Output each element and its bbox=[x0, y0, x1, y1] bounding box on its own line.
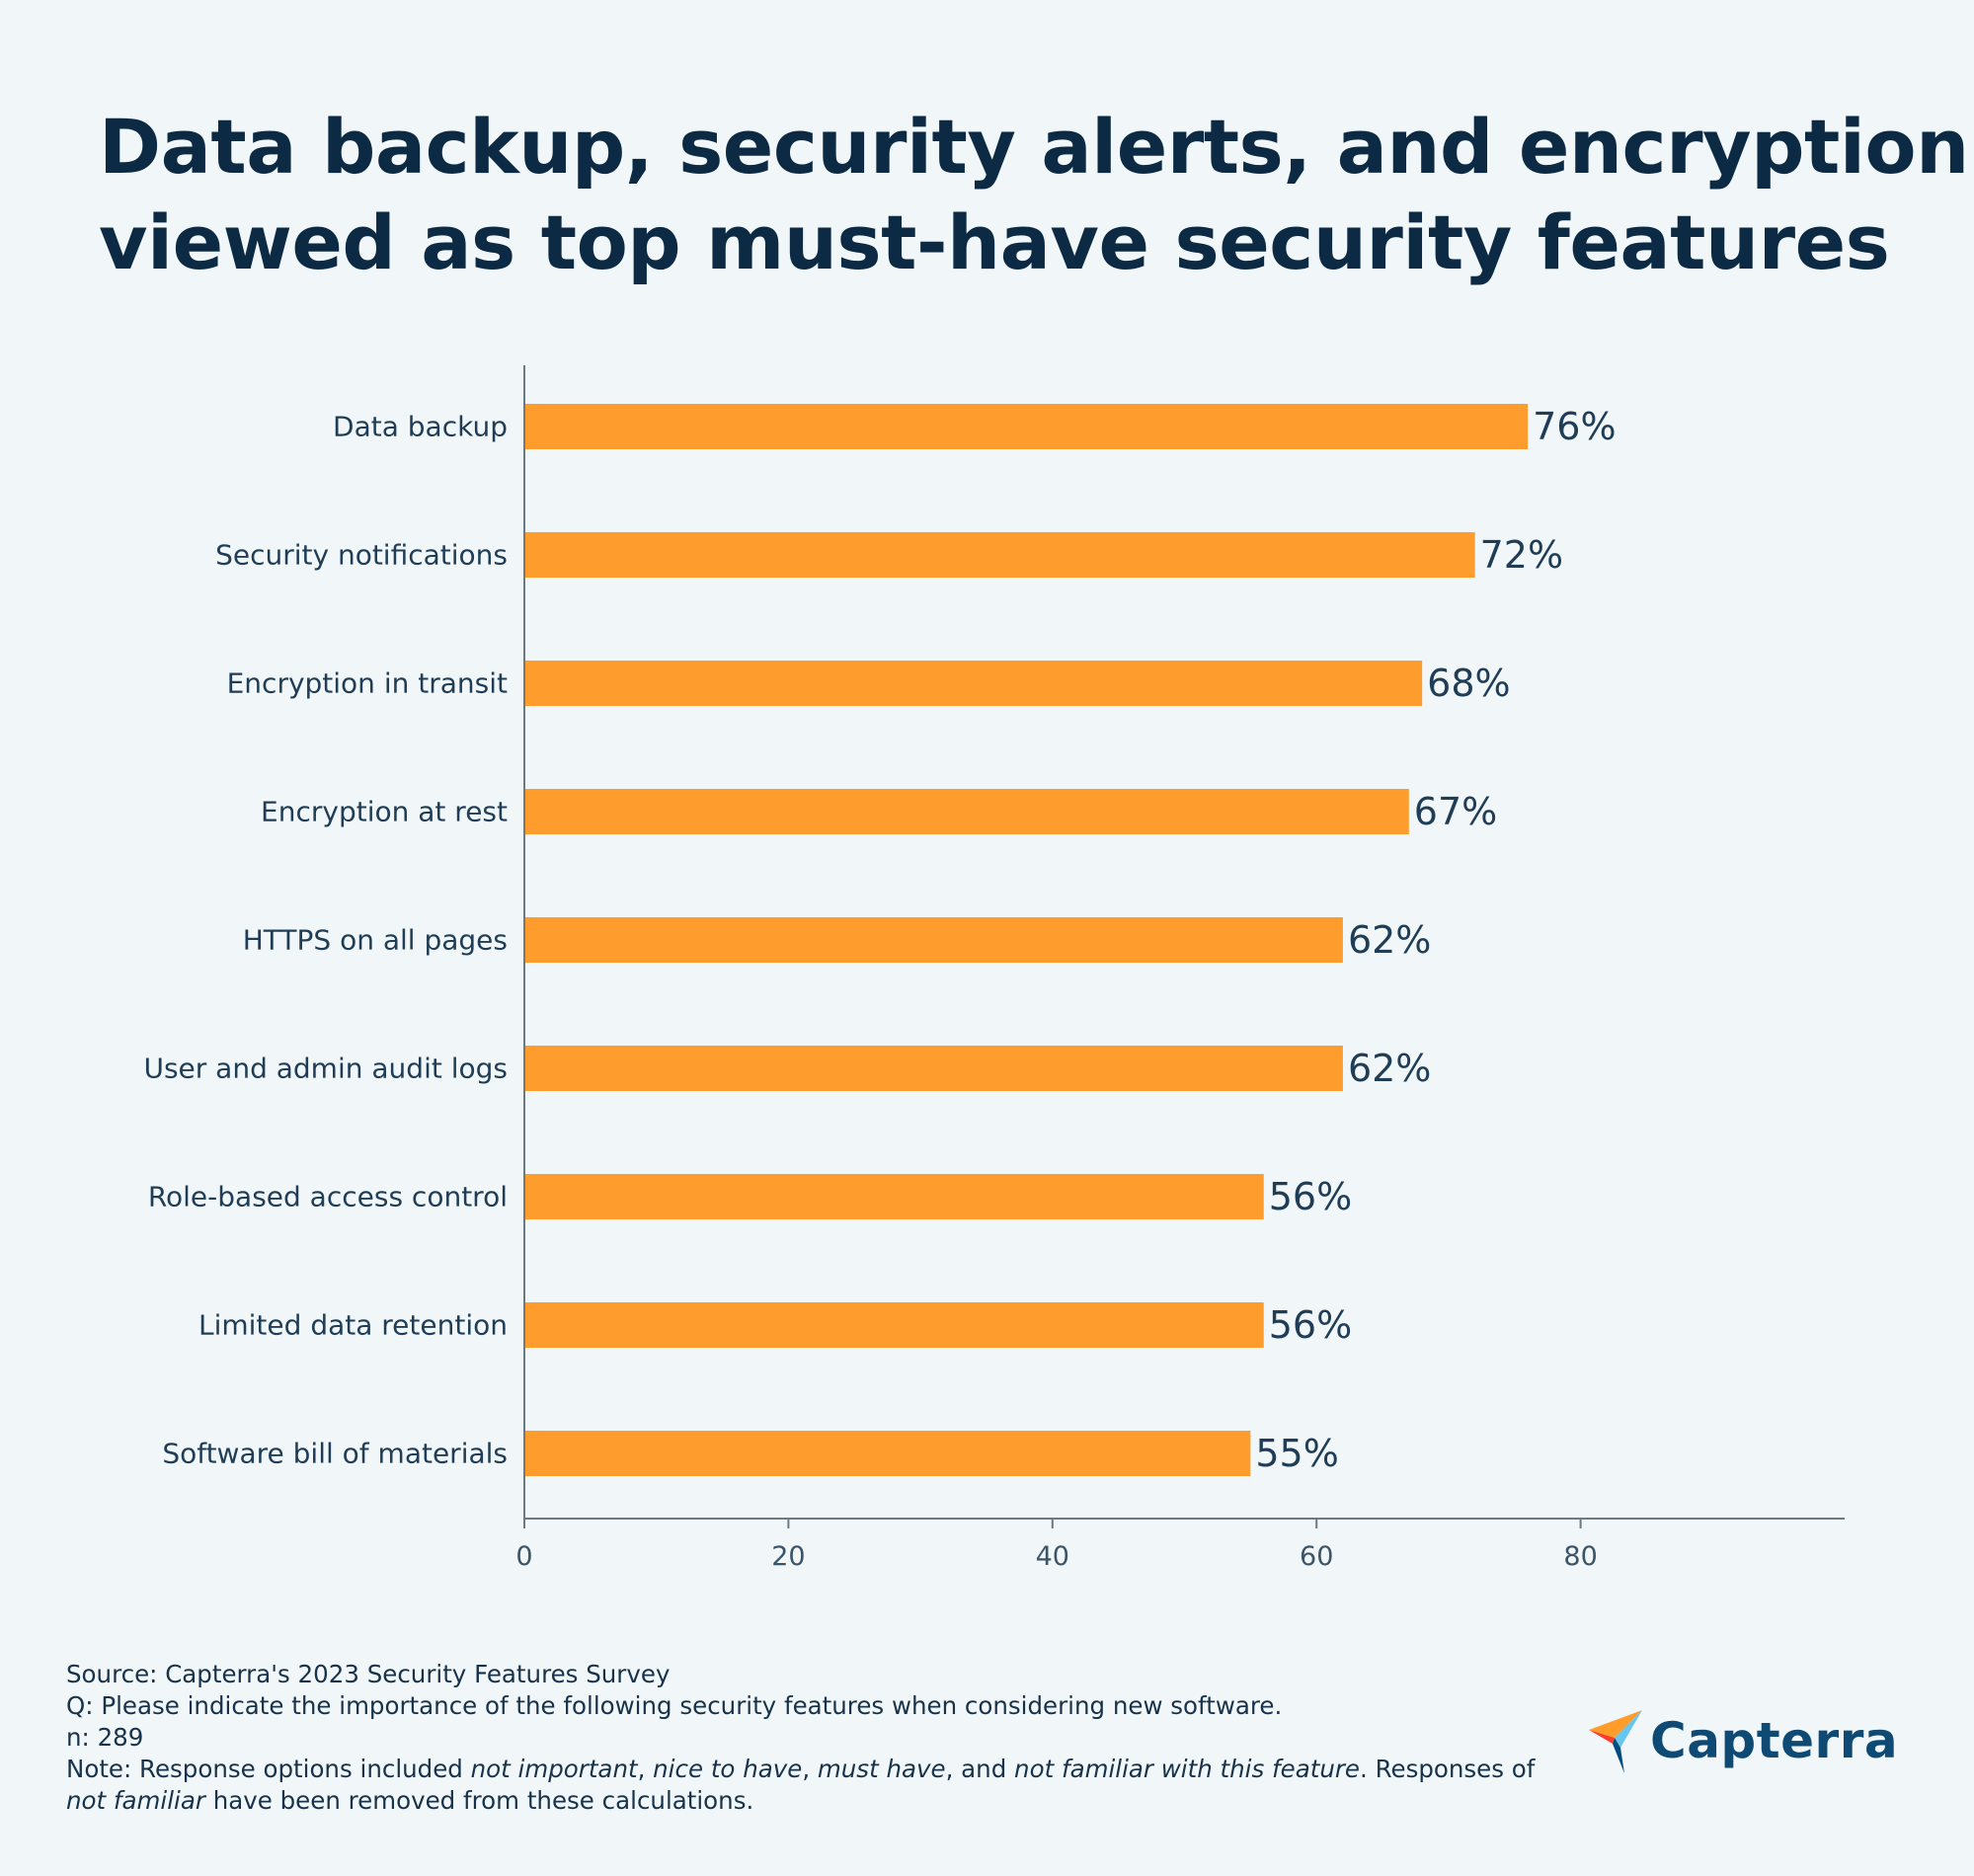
value-label: 68% bbox=[1427, 662, 1510, 705]
category-label: HTTPS on all pages bbox=[243, 924, 508, 957]
category-label: Encryption in transit bbox=[227, 667, 508, 700]
chart-title: Data backup, security alerts, and encryp… bbox=[99, 99, 1969, 290]
value-label: 56% bbox=[1269, 1303, 1352, 1347]
category-label: Role-based access control bbox=[148, 1181, 508, 1213]
chart-title-line-1: Data backup, security alerts, and encryp… bbox=[99, 103, 1969, 191]
chart-title-line-2: viewed as top must-have security feature… bbox=[99, 198, 1890, 286]
category-label: Software bill of materials bbox=[162, 1438, 508, 1470]
source-note: Source: Capterra's 2023 Security Feature… bbox=[66, 1660, 671, 1688]
bar bbox=[524, 1302, 1264, 1348]
bar bbox=[524, 1046, 1343, 1091]
category-label: User and admin audit logs bbox=[143, 1053, 508, 1085]
category-label: Data backup bbox=[333, 411, 508, 443]
value-label: 76% bbox=[1533, 405, 1616, 448]
removed-responses-note: not familiar have been removed from thes… bbox=[66, 1786, 754, 1815]
bar bbox=[524, 404, 1529, 449]
value-label: 62% bbox=[1348, 918, 1431, 962]
capterra-arrow-icon bbox=[1589, 1710, 1642, 1773]
x-tick-label: 40 bbox=[1036, 1541, 1069, 1572]
footnotes: Source: Capterra's 2023 Security Feature… bbox=[66, 1659, 1547, 1817]
bar bbox=[524, 532, 1475, 578]
x-tick-label: 20 bbox=[771, 1541, 805, 1572]
bar bbox=[524, 789, 1409, 834]
category-label: Encryption at rest bbox=[261, 796, 508, 828]
bars-layer: Data backup 76% Security notifications 72% E… bbox=[143, 404, 1617, 1476]
x-tick-label: 0 bbox=[515, 1541, 532, 1572]
x-tick-label: 80 bbox=[1563, 1541, 1597, 1572]
category-label: Security notifications bbox=[215, 539, 508, 572]
category-label: Limited data retention bbox=[198, 1309, 508, 1342]
value-label: 67% bbox=[1414, 790, 1497, 833]
value-label: 55% bbox=[1255, 1432, 1338, 1475]
bar bbox=[524, 661, 1423, 706]
value-label: 62% bbox=[1348, 1047, 1431, 1090]
x-tick-label: 60 bbox=[1300, 1541, 1333, 1572]
capterra-logo: Capterra bbox=[1585, 1708, 1898, 1773]
bar-chart: Data backup 76% Security notifications 72% E… bbox=[143, 365, 1845, 1572]
response-options-note: Note: Response options included not impo… bbox=[66, 1755, 1536, 1783]
bar bbox=[524, 1174, 1264, 1219]
question-note: Q: Please indicate the importance of the… bbox=[66, 1691, 1283, 1720]
value-label: 72% bbox=[1480, 533, 1563, 577]
sample-size-note: n: 289 bbox=[66, 1723, 144, 1752]
bar bbox=[524, 1431, 1251, 1476]
bar bbox=[524, 917, 1343, 963]
value-label: 56% bbox=[1269, 1175, 1352, 1218]
capterra-logo-text: Capterra bbox=[1650, 1712, 1899, 1769]
ticks-layer: 0 20 40 60 80 bbox=[515, 1519, 1598, 1572]
